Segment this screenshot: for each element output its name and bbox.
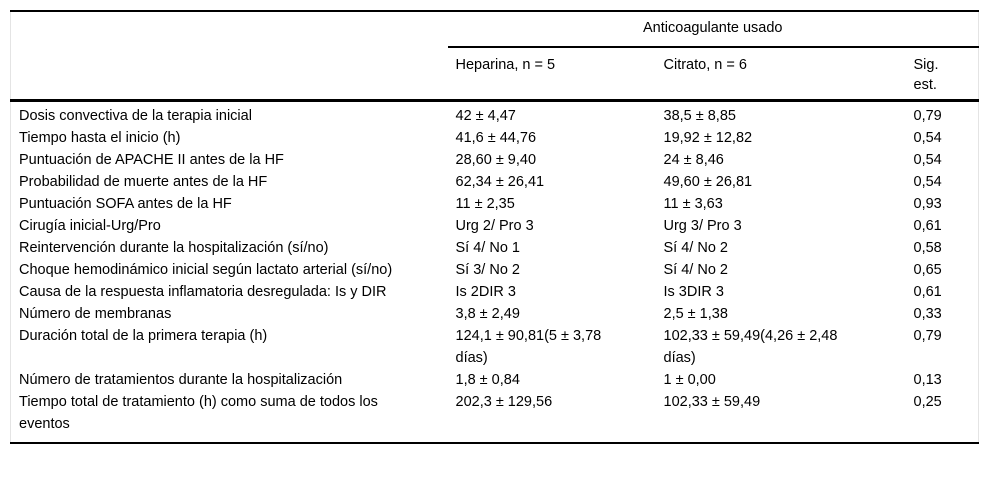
cell-sig: 0,33 — [913, 306, 942, 322]
row-label: Tiempo hasta el inicio (h) — [19, 130, 181, 146]
col-header-rowlabel — [10, 47, 448, 102]
cell-heparina: 1,8 ± 0,84 — [455, 372, 520, 388]
span-header-row: Anticoagulante usado — [11, 11, 979, 48]
cell-sig: 0,25 — [913, 394, 942, 410]
table-row: Puntuación de APACHE II antes de la HF 28… — [11, 149, 979, 171]
cell-heparina: Urg 2/ Pro 3 — [455, 218, 534, 234]
table-row: Número de tratamientos durante la hospit… — [11, 369, 979, 391]
cell-sig: 0,54 — [913, 152, 942, 168]
row-label: Puntuación de APACHE II antes de la HF — [19, 152, 284, 168]
row-label: Puntuación SOFA antes de la HF — [19, 196, 232, 212]
cell-citrato: 11 ± 3,63 — [663, 196, 723, 212]
table-row: Causa de la respuesta inflamatoria desre… — [11, 281, 979, 303]
table-row: Número de membranas 3,8 ± 2,49 2,5 ± 1,38 0… — [11, 303, 979, 325]
cell-sig: 0,65 — [913, 262, 942, 278]
table-body: Dosis convectiva de la terapia inicial 42… — [11, 101, 979, 444]
cell-citrato: 1 ± 0,00 — [663, 372, 716, 388]
cell-heparina: Sí 3/ No 2 — [455, 262, 520, 278]
row-label: Tiempo total de tratamiento (h) como sum… — [19, 394, 378, 432]
cell-heparina: Is 2DIR 3 — [455, 284, 516, 300]
cell-citrato: 102,33 ± 59,49(4,26 ± 2,48 días) — [663, 328, 838, 366]
row-label: Número de membranas — [19, 306, 172, 322]
cell-sig: 0,58 — [913, 240, 942, 256]
cell-heparina: 3,8 ± 2,49 — [455, 306, 520, 322]
table-row: Puntuación SOFA antes de la HF 11 ± 2,35 1… — [11, 193, 979, 215]
table-row: Cirugía inicial-Urg/Pro Urg 2/ Pro 3 Urg 3… — [11, 215, 979, 237]
cell-citrato: 49,60 ± 26,81 — [663, 174, 753, 190]
cell-citrato: 19,92 ± 12,82 — [663, 130, 753, 146]
row-label: Choque hemodinámico inicial según lactat… — [19, 262, 393, 278]
cell-sig: 0,13 — [913, 372, 942, 388]
table-row: Choque hemodinámico inicial según lactat… — [11, 259, 979, 281]
cell-sig: 0,54 — [913, 174, 942, 190]
cell-sig: 0,61 — [913, 284, 942, 300]
cell-heparina: Sí 4/ No 1 — [455, 240, 520, 256]
table-row: Reintervención durante la hospitalizació… — [11, 237, 979, 259]
cell-heparina: 62,34 ± 26,41 — [455, 174, 545, 190]
corner-empty-cell — [11, 11, 448, 47]
paper-table-container: Anticoagulante usado Heparina, n = 5 Cit… — [10, 10, 980, 444]
row-label: Causa de la respuesta inflamatoria desre… — [19, 284, 387, 300]
cell-sig: 0,79 — [913, 108, 942, 124]
row-label: Duración total de la primera terapia (h) — [19, 328, 268, 344]
table-row: Tiempo total de tratamiento (h) como sum… — [11, 391, 979, 443]
cell-heparina: 41,6 ± 44,76 — [455, 130, 537, 146]
cell-citrato: Is 3DIR 3 — [663, 284, 724, 300]
cell-heparina: 202,3 ± 129,56 — [455, 394, 553, 410]
row-label: Dosis convectiva de la terapia inicial — [19, 108, 252, 124]
table-row: Probabilidad de muerte antes de la HF 62,… — [11, 171, 979, 193]
cell-citrato: 2,5 ± 1,38 — [663, 306, 728, 322]
cell-citrato: 102,33 ± 59,49 — [663, 394, 761, 410]
col-header-sig: Sig. est. — [905, 47, 979, 102]
anticoagulant-comparison-table: Anticoagulante usado Heparina, n = 5 Cit… — [10, 10, 980, 444]
col-header-heparina: Heparina, n = 5 — [447, 47, 656, 102]
table-row: Duración total de la primera terapia (h)… — [11, 325, 979, 369]
table-row: Tiempo hasta el inicio (h) 41,6 ± 44,76 19… — [11, 127, 979, 149]
cell-citrato: 24 ± 8,46 — [663, 152, 724, 168]
cell-citrato: 38,5 ± 8,85 — [663, 108, 736, 124]
span-header-anticoagulante: Anticoagulante usado — [447, 11, 979, 48]
cell-citrato: Sí 4/ No 2 — [663, 240, 728, 256]
cell-sig: 0,79 — [913, 328, 942, 344]
cell-citrato: Urg 3/ Pro 3 — [663, 218, 742, 234]
cell-sig: 0,54 — [913, 130, 942, 146]
row-label: Número de tratamientos durante la hospit… — [19, 372, 343, 388]
cell-citrato: Sí 4/ No 2 — [663, 262, 728, 278]
cell-sig: 0,61 — [913, 218, 942, 234]
row-label: Reintervención durante la hospitalizació… — [19, 240, 329, 256]
col-header-citrato: Citrato, n = 6 — [655, 47, 906, 102]
row-label: Cirugía inicial-Urg/Pro — [19, 218, 161, 234]
cell-heparina: 28,60 ± 9,40 — [455, 152, 537, 168]
row-label: Probabilidad de muerte antes de la HF — [19, 174, 268, 190]
cell-heparina: 124,1 ± 90,81(5 ± 3,78 días) — [455, 328, 602, 366]
table-header: Anticoagulante usado Heparina, n = 5 Cit… — [10, 11, 979, 102]
cell-heparina: 42 ± 4,47 — [455, 108, 516, 124]
cell-heparina: 11 ± 2,35 — [455, 196, 515, 212]
column-header-row: Heparina, n = 5 Citrato, n = 6 Sig. est. — [10, 47, 979, 102]
table-row: Dosis convectiva de la terapia inicial 42… — [11, 101, 979, 128]
cell-sig: 0,93 — [913, 196, 942, 212]
